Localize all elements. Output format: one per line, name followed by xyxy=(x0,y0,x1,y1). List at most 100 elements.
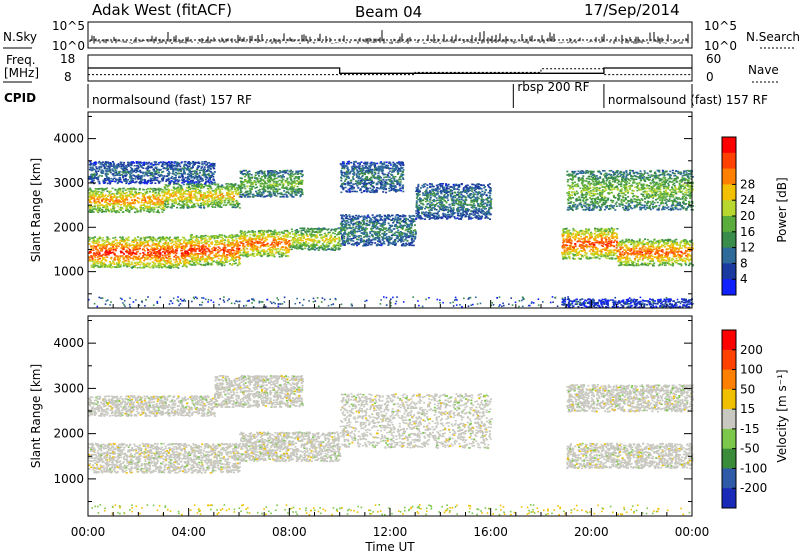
echo-point xyxy=(185,266,188,268)
echo-point xyxy=(123,161,126,164)
echo-point xyxy=(134,239,137,242)
echo-point xyxy=(190,241,193,244)
echo-point xyxy=(90,174,93,176)
echo-point xyxy=(179,195,182,197)
echo-point xyxy=(254,234,256,236)
echo-point xyxy=(178,164,181,166)
echo-point xyxy=(287,249,290,252)
echo-point xyxy=(208,258,211,260)
echo-point xyxy=(101,208,103,211)
echo-point xyxy=(167,203,170,205)
echo-point xyxy=(272,244,275,246)
echo-point xyxy=(112,205,115,208)
echo-point xyxy=(159,255,162,257)
echo-point xyxy=(122,200,125,203)
echo-point xyxy=(107,243,110,245)
echo-point xyxy=(302,242,305,245)
echo-point xyxy=(300,239,303,242)
echo-point xyxy=(204,253,207,255)
echo-point xyxy=(206,241,209,243)
echo-point xyxy=(202,263,205,266)
echo-point xyxy=(132,207,135,210)
echo-point xyxy=(188,198,191,201)
echo-band xyxy=(88,160,216,185)
echo-point xyxy=(191,237,194,239)
echo-point xyxy=(278,255,281,258)
echo-point xyxy=(194,253,197,255)
echo-point xyxy=(188,185,191,188)
echo-point xyxy=(167,198,170,200)
echo-point xyxy=(202,194,205,196)
echo-point xyxy=(97,265,100,267)
echo-point xyxy=(334,248,337,250)
echo-point xyxy=(194,244,197,246)
echo-point xyxy=(219,194,222,196)
echo-point xyxy=(89,250,91,253)
echo-point xyxy=(309,228,312,230)
echo-point xyxy=(194,163,196,165)
echo-point xyxy=(268,170,271,172)
echo-point xyxy=(171,166,174,168)
echo-point xyxy=(223,258,226,260)
echo-point xyxy=(111,169,114,172)
echo-point xyxy=(292,246,295,248)
echo-point xyxy=(88,205,91,207)
echo-point xyxy=(189,188,192,191)
echo-point xyxy=(163,257,166,260)
echo-point xyxy=(273,186,275,189)
echo-point xyxy=(176,206,179,209)
echo-point xyxy=(149,199,152,201)
echo-point xyxy=(146,208,149,211)
echo-point xyxy=(88,189,90,191)
echo-point xyxy=(243,237,246,240)
echo-point xyxy=(102,253,105,256)
echo-point xyxy=(125,191,128,194)
echo-point xyxy=(221,192,224,195)
echo-point xyxy=(177,264,180,266)
echo-point xyxy=(88,175,91,178)
echo-point xyxy=(112,251,115,254)
echo-point xyxy=(178,183,181,186)
echo-point xyxy=(264,237,267,240)
echo-point xyxy=(164,237,167,239)
echo-point xyxy=(101,161,104,163)
echo-point xyxy=(169,261,172,264)
echo-point xyxy=(239,185,241,188)
echo-point xyxy=(144,207,147,210)
echo-point xyxy=(241,173,244,175)
echo-point xyxy=(197,166,200,169)
echo-point xyxy=(124,189,127,191)
echo-point xyxy=(223,250,226,252)
echo-point xyxy=(281,255,283,258)
echo-point xyxy=(181,199,184,201)
echo-point xyxy=(204,245,207,248)
echo-point xyxy=(162,257,165,259)
echo-point xyxy=(196,261,199,264)
echo-point xyxy=(227,197,230,200)
echo-point xyxy=(108,190,110,193)
echo-point xyxy=(242,193,245,195)
echo-point xyxy=(143,265,146,268)
echo-point xyxy=(195,196,198,198)
echo-point xyxy=(123,202,126,204)
echo-point xyxy=(152,187,155,190)
echo-point xyxy=(164,264,166,266)
echo-point xyxy=(102,244,105,246)
echo-point xyxy=(320,234,323,236)
echo-point xyxy=(119,194,122,196)
echo-point xyxy=(315,243,318,245)
echo-point xyxy=(108,192,111,194)
echo-point xyxy=(220,249,223,251)
echo-point xyxy=(289,174,292,176)
echo-point xyxy=(154,166,157,169)
echo-point xyxy=(132,206,135,208)
echo-point xyxy=(220,186,223,189)
echo-point xyxy=(231,257,234,259)
echo-point xyxy=(270,254,273,257)
echo-point xyxy=(180,187,183,190)
echo-point xyxy=(208,240,211,243)
echo-point xyxy=(158,190,161,192)
echo-point xyxy=(290,239,293,242)
echo-point xyxy=(212,176,215,178)
echo-point xyxy=(307,242,310,245)
